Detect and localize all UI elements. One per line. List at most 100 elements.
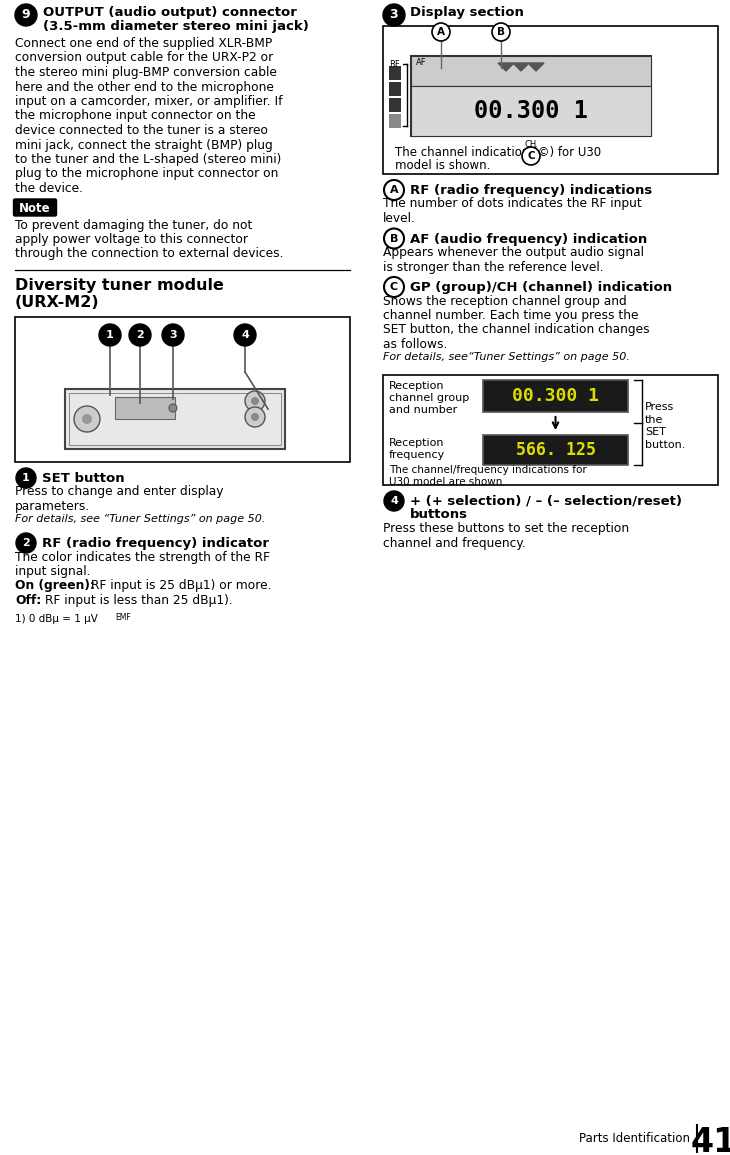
Text: (URX-M2): (URX-M2) — [15, 295, 99, 310]
Text: here and the other end to the microphone: here and the other end to the microphone — [15, 81, 274, 94]
Bar — [389, 82, 401, 96]
Text: Diversity tuner module: Diversity tuner module — [15, 278, 224, 293]
Text: A: A — [437, 27, 445, 37]
Bar — [411, 55, 651, 136]
Text: conversion output cable for the URX-P2 or: conversion output cable for the URX-P2 o… — [15, 52, 273, 65]
Circle shape — [245, 407, 265, 427]
Text: the stereo mini plug-BMP conversion cable: the stereo mini plug-BMP conversion cabl… — [15, 66, 277, 79]
Text: SET button, the channel indication changes: SET button, the channel indication chang… — [383, 323, 650, 336]
Bar — [411, 55, 651, 85]
Text: model is shown.: model is shown. — [395, 159, 491, 172]
Bar — [389, 114, 401, 128]
Circle shape — [74, 407, 100, 432]
Text: Shows the reception channel group and: Shows the reception channel group and — [383, 295, 627, 307]
Text: EMF: EMF — [115, 612, 131, 621]
Text: OUTPUT (audio output) connector: OUTPUT (audio output) connector — [43, 6, 297, 18]
Text: plug to the microphone input connector on: plug to the microphone input connector o… — [15, 167, 278, 180]
Text: B: B — [497, 27, 505, 37]
Text: frequency: frequency — [389, 450, 445, 460]
Circle shape — [251, 413, 259, 422]
Text: RF (radio frequency) indicator: RF (radio frequency) indicator — [42, 537, 269, 550]
Circle shape — [492, 23, 510, 40]
Text: 1: 1 — [106, 330, 114, 340]
Text: the microphone input connector on the: the microphone input connector on the — [15, 110, 255, 122]
Circle shape — [384, 277, 404, 297]
Text: 4: 4 — [390, 495, 398, 506]
Text: 3: 3 — [390, 8, 399, 22]
Circle shape — [169, 404, 177, 412]
Text: The channel/frequency indications for: The channel/frequency indications for — [389, 465, 587, 475]
Text: U30 model are shown.: U30 model are shown. — [389, 477, 506, 487]
Text: 00.300 1: 00.300 1 — [474, 99, 588, 122]
Circle shape — [129, 325, 151, 346]
Bar — [115, 397, 175, 419]
Text: Reception: Reception — [389, 381, 445, 392]
Circle shape — [15, 3, 37, 27]
Text: For details, see “Tuner Settings” on page 50.: For details, see “Tuner Settings” on pag… — [15, 514, 266, 524]
Circle shape — [432, 23, 450, 40]
Text: The channel indication (©) for U30: The channel indication (©) for U30 — [395, 146, 601, 159]
Bar — [483, 435, 628, 465]
Text: mini jack, connect the straight (BMP) plug: mini jack, connect the straight (BMP) pl… — [15, 139, 273, 151]
Bar — [389, 66, 401, 80]
Bar — [389, 98, 401, 112]
Text: For details, see“Tuner Settings” on page 50.: For details, see“Tuner Settings” on page… — [383, 352, 630, 363]
Text: 3: 3 — [169, 330, 177, 340]
Text: input on a camcorder, mixer, or amplifier. If: input on a camcorder, mixer, or amplifie… — [15, 95, 283, 109]
Text: to the tuner and the L-shaped (stereo mini): to the tuner and the L-shaped (stereo mi… — [15, 152, 281, 166]
Text: + (+ selection) / – (– selection/reset): + (+ selection) / – (– selection/reset) — [410, 495, 682, 508]
Circle shape — [99, 325, 121, 346]
Text: Press these buttons to set the reception: Press these buttons to set the reception — [383, 522, 629, 535]
Circle shape — [384, 180, 404, 200]
Bar — [383, 375, 718, 485]
Circle shape — [384, 229, 404, 248]
Text: and number: and number — [389, 405, 457, 415]
Text: 00.300 1: 00.300 1 — [512, 387, 599, 405]
Text: The number of dots indicates the RF input: The number of dots indicates the RF inpu… — [383, 198, 642, 210]
Text: A: A — [390, 185, 399, 195]
Text: channel and frequency.: channel and frequency. — [383, 537, 526, 550]
Text: through the connection to external devices.: through the connection to external devic… — [15, 247, 283, 261]
Circle shape — [522, 147, 540, 165]
Text: Display section: Display section — [410, 6, 524, 18]
Text: Reception: Reception — [389, 438, 445, 448]
Text: Parts Identification: Parts Identification — [579, 1132, 690, 1145]
Text: is stronger than the reference level.: is stronger than the reference level. — [383, 261, 604, 274]
Text: Note: Note — [19, 202, 51, 216]
Text: C: C — [527, 151, 535, 161]
Text: device connected to the tuner is a stereo: device connected to the tuner is a stere… — [15, 124, 268, 137]
Polygon shape — [528, 64, 544, 70]
Circle shape — [16, 468, 36, 489]
Text: 1: 1 — [22, 474, 30, 483]
Text: AF (audio frequency) indication: AF (audio frequency) indication — [410, 232, 648, 246]
Text: B: B — [390, 233, 398, 244]
Polygon shape — [513, 64, 529, 70]
Circle shape — [234, 325, 256, 346]
Bar — [15, 316, 350, 462]
Text: buttons: buttons — [410, 508, 468, 522]
Polygon shape — [498, 64, 514, 70]
Bar — [483, 380, 628, 412]
Circle shape — [384, 491, 404, 511]
Circle shape — [251, 397, 259, 405]
Bar — [411, 85, 651, 136]
Text: 41: 41 — [691, 1126, 730, 1155]
Text: RF input is less than 25 dBµ1).: RF input is less than 25 dBµ1). — [41, 594, 233, 608]
Circle shape — [383, 3, 405, 27]
Text: To prevent damaging the tuner, do not: To prevent damaging the tuner, do not — [15, 218, 253, 231]
Text: C: C — [390, 282, 398, 292]
Text: RF input is 25 dBµ1) or more.: RF input is 25 dBµ1) or more. — [87, 580, 272, 593]
Text: CH: CH — [525, 140, 537, 149]
Circle shape — [245, 392, 265, 411]
Text: channel group: channel group — [389, 393, 469, 403]
Text: SET button: SET button — [42, 472, 125, 485]
Text: 2: 2 — [22, 538, 30, 547]
Text: GP (group)/CH (channel) indication: GP (group)/CH (channel) indication — [410, 281, 672, 295]
Text: Press
the
SET
button.: Press the SET button. — [645, 402, 685, 449]
Text: RF: RF — [389, 60, 400, 69]
Text: 2: 2 — [136, 330, 144, 340]
Text: Off:: Off: — [15, 594, 42, 608]
Text: channel number. Each time you press the: channel number. Each time you press the — [383, 310, 639, 322]
Text: AF: AF — [416, 58, 426, 67]
Text: RF (radio frequency) indications: RF (radio frequency) indications — [410, 184, 652, 198]
